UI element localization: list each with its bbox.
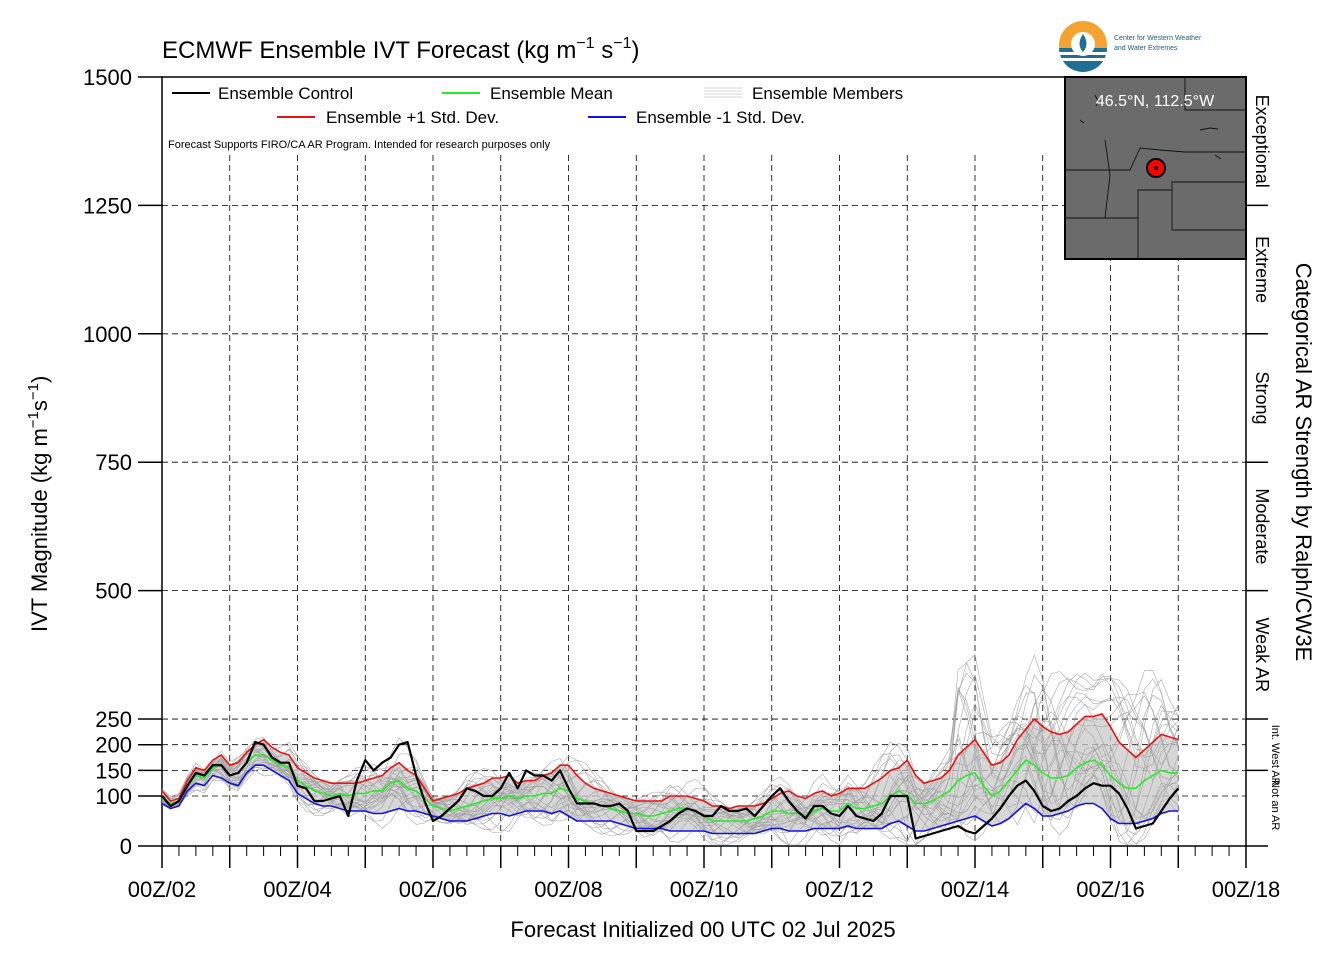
legend-note: Forecast Supports FIRO/CA AR Program. In… <box>168 139 551 151</box>
member-line <box>161 689 1179 833</box>
svg-text:Center for Western Weather: Center for Western Weather <box>1114 35 1202 42</box>
category-label: Extreme <box>1252 236 1272 303</box>
x-tick-label: 00Z/12 <box>805 877 874 902</box>
y-tick-label: 750 <box>95 450 132 475</box>
ensemble-members <box>161 654 1179 846</box>
x-tick-label: 00Z/16 <box>1076 877 1145 902</box>
member-line <box>161 674 1179 817</box>
y-tick-label: 1500 <box>83 65 132 90</box>
member-line <box>161 749 1179 846</box>
legend: Ensemble Control Ensemble Mean Ensemble … <box>166 80 941 155</box>
x-tick-label: 00Z/10 <box>670 877 739 902</box>
y-tick-label: 100 <box>95 784 132 809</box>
member-line <box>161 671 1179 817</box>
category-label: Not an AR <box>1269 780 1281 830</box>
member-line <box>161 654 1179 827</box>
category-label: Int. West AR <box>1269 725 1281 786</box>
member-line <box>161 694 1179 838</box>
svg-text:and Water Extremes: and Water Extremes <box>1114 45 1178 52</box>
legend-members-label: Ensemble Members <box>752 84 903 103</box>
category-label: Exceptional <box>1252 95 1272 188</box>
x-tick-label: 00Z/04 <box>263 877 332 902</box>
member-line <box>161 672 1179 834</box>
category-label: Weak AR <box>1252 617 1272 692</box>
y-axis-title: IVT Magnitude (kg m−1s−1) <box>25 376 52 632</box>
x-tick-label: 00Z/06 <box>399 877 468 902</box>
x-tick-label: 00Z/18 <box>1212 877 1281 902</box>
member-line <box>161 696 1179 825</box>
y-tick-label: 0 <box>120 834 132 859</box>
category-label: Moderate <box>1252 488 1272 564</box>
series-lines <box>161 713 1180 840</box>
location-label: 46.5°N, 112.5°W <box>1096 93 1215 110</box>
y-tick-label: 150 <box>95 758 132 783</box>
right-axis-title: Categorical AR Strength by Ralph/CW3E <box>1291 263 1316 662</box>
member-line <box>161 674 1179 831</box>
member-line <box>161 674 1179 846</box>
series-line <box>161 741 1180 840</box>
y-tick-label: 1250 <box>83 193 132 218</box>
y-tick-label: 1000 <box>83 322 132 347</box>
location-map: 46.5°N, 112.5°W <box>1064 76 1247 260</box>
y-tick-label: 200 <box>95 733 132 758</box>
x-tick-label: 00Z/08 <box>534 877 603 902</box>
category-label: Strong <box>1252 371 1272 424</box>
member-line <box>161 675 1179 817</box>
cw3e-logo: Center for Western Weather and Water Ext… <box>1059 21 1202 72</box>
x-tick-label: 00Z/02 <box>128 877 197 902</box>
legend-plus-std-label: Ensemble +1 Std. Dev. <box>326 108 499 127</box>
y-tick-label: 250 <box>95 707 132 732</box>
x-tick-label: 00Z/14 <box>941 877 1010 902</box>
series-line <box>161 713 1179 810</box>
series-line <box>161 754 1179 822</box>
x-axis-title: Forecast Initialized 00 UTC 02 Jul 2025 <box>510 917 895 942</box>
chart-title: ECMWF Ensemble IVT Forecast (kg m−1 s−1) <box>162 35 639 64</box>
y-tick-label: 500 <box>95 579 132 604</box>
series-line <box>161 764 1179 835</box>
legend-control-label: Ensemble Control <box>218 84 353 103</box>
legend-minus-std-label: Ensemble -1 Std. Dev. <box>636 108 805 127</box>
legend-mean-label: Ensemble Mean <box>490 84 613 103</box>
